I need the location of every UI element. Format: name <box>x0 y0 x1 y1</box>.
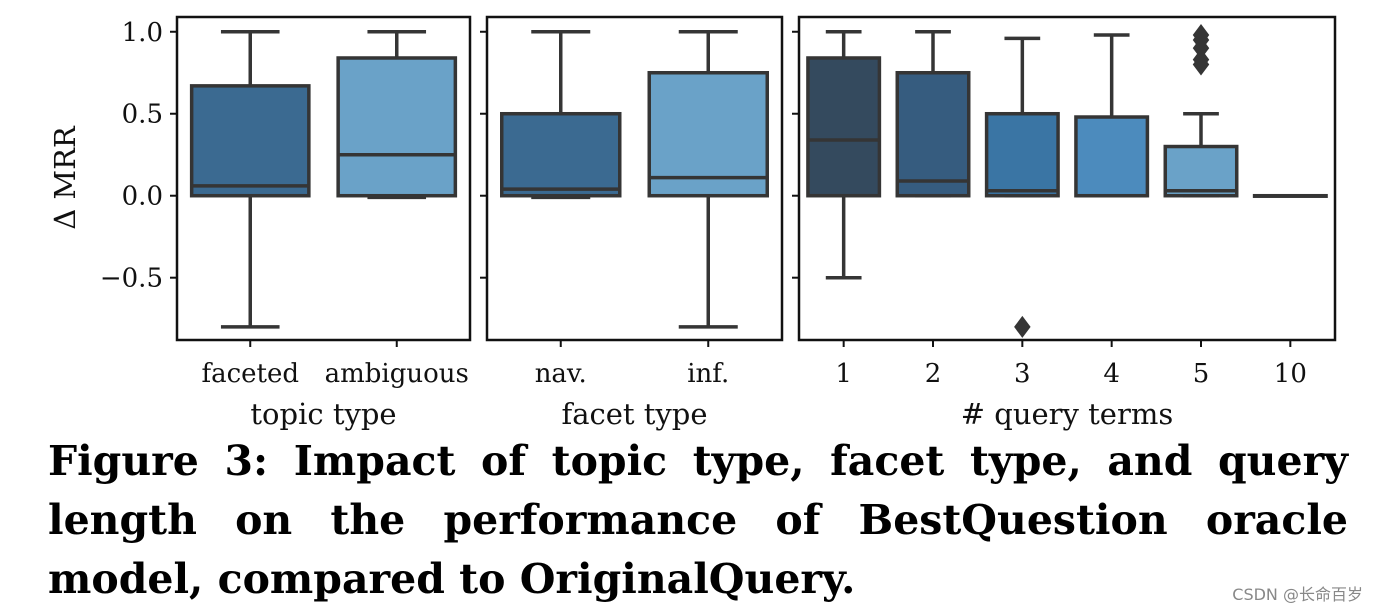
panel-frame <box>485 15 784 342</box>
box-ambiguous: ambiguous <box>325 30 469 389</box>
box-2: 2 <box>895 30 971 389</box>
iqr-box <box>895 70 971 198</box>
box-3: 3 <box>984 36 1060 389</box>
x-axis-label: # query terms <box>961 397 1173 431</box>
y-tick-label: 1.0 <box>122 18 163 48</box>
panel-frame <box>797 15 1337 342</box>
y-tick-label: 0.5 <box>122 100 163 130</box>
box-inf.: inf. <box>647 30 769 389</box>
panels: 1.0 0.5 0.0 −0.5 faceted ambiguous topic type n… <box>100 15 1337 431</box>
y-tick-label: −0.5 <box>100 264 163 294</box>
panel-3: 1 2 3 4 5 10 # query terms <box>792 15 1337 431</box>
iqr-box <box>984 111 1060 198</box>
box-faceted: faceted <box>189 30 311 389</box>
x-tick-label: nav. <box>535 359 587 389</box>
box-10: 10 <box>1252 193 1328 389</box>
outlier-point <box>1014 315 1031 338</box>
x-tick-label: 3 <box>1014 359 1031 389</box>
x-tick-label: 5 <box>1193 359 1210 389</box>
x-tick-label: 4 <box>1103 359 1120 389</box>
x-tick-label: faceted <box>201 359 299 389</box>
x-tick-label: inf. <box>687 359 729 389</box>
watermark: CSDN @长命百岁 <box>1232 585 1363 604</box>
iqr-box <box>647 70 769 198</box>
outlier-point <box>1192 48 1210 71</box>
iqr-box <box>806 56 882 198</box>
x-tick-label: 1 <box>835 359 852 389</box>
x-tick-label: 10 <box>1274 359 1307 389</box>
box-4: 4 <box>1074 33 1150 389</box>
iqr-box <box>1074 115 1150 198</box>
x-tick-label: ambiguous <box>325 359 469 389</box>
figure-caption: Figure 3: Impact of topic type, facet ty… <box>48 437 1348 603</box>
iqr-box <box>189 84 311 198</box>
boxplot-figure: 1.0 0.5 0.0 −0.5 faceted ambiguous topic type n… <box>48 15 1337 431</box>
panel-frame <box>175 15 472 342</box>
panel-2: nav. inf. facet type <box>480 15 784 431</box>
panel-1: 1.0 0.5 0.0 −0.5 faceted ambiguous topic type <box>100 15 472 431</box>
y-tick-label: 0.0 <box>122 182 163 212</box>
iqr-box <box>500 111 622 198</box>
x-axis-label: facet type <box>561 397 707 431</box>
x-tick-label: 2 <box>925 359 942 389</box>
iqr-box <box>1163 144 1239 198</box>
box-nav.: nav. <box>500 30 622 389</box>
box-1: 1 <box>806 30 882 389</box>
box-5: 5 <box>1163 24 1239 389</box>
x-axis-label: topic type <box>250 397 396 431</box>
y-axis-label: Δ MRR <box>48 125 82 230</box>
outlier-point <box>1192 24 1210 47</box>
iqr-box <box>336 56 458 198</box>
